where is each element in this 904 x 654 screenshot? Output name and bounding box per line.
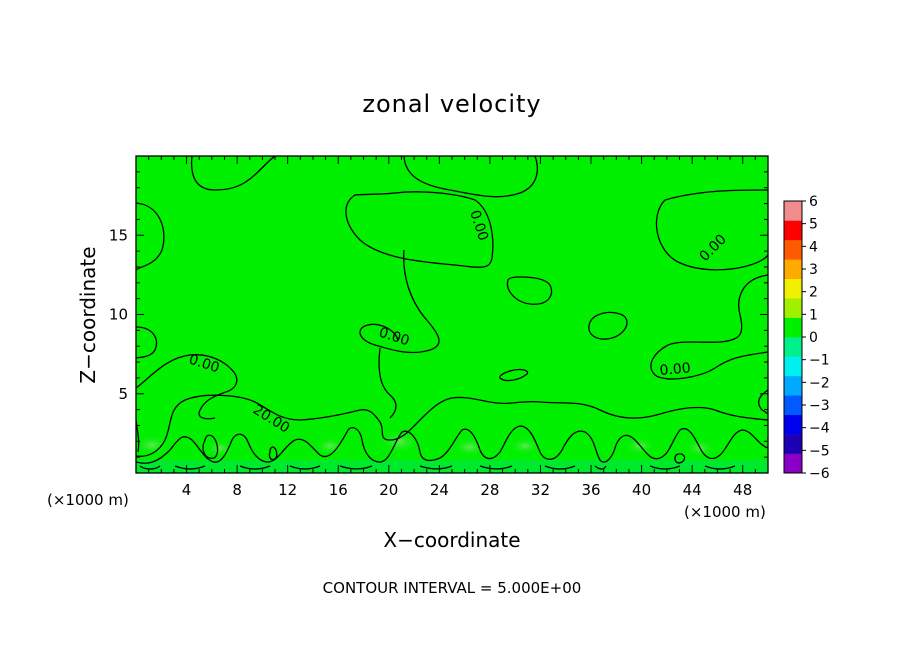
x-tick-label: 16 [329,481,348,499]
colorbar-tick-label: 6 [809,194,818,210]
y-tick-label: 15 [109,226,128,244]
x-tick-label: 24 [430,481,449,499]
colorbar-swatch [784,356,802,377]
colorbar-tick-label: 2 [809,285,818,301]
colorbar-swatch [784,298,802,318]
colorbar-swatch [784,395,802,416]
x-tick-label: 20 [379,481,398,499]
colorbar-tick-label: 3 [809,262,818,278]
colorbar-tick-label: 5 [809,217,818,233]
contour-label: 0.00 [659,360,691,379]
y-axis-label: Z−coordinate [76,246,100,383]
colorbar-swatch [784,278,802,299]
colorbar-tick-label: −1 [809,353,830,369]
colorbar-frame [783,200,803,474]
x-tick-label: 40 [632,481,651,499]
colorbar-tick-label: −4 [809,421,830,437]
x-tick-label: 48 [733,481,752,499]
x-tick-label: 8 [232,481,242,499]
contour-interval-note: CONTOUR INTERVAL = 5.000E+00 [323,579,582,597]
colorbar-swatch [784,259,802,280]
colorbar-tick-label: 4 [809,239,818,255]
colorbar-tick-label: −5 [809,443,830,459]
colorbar-tick-label: 1 [809,307,818,323]
colorbar-tick-label: −3 [809,398,830,414]
colorbar-swatch [784,220,802,241]
x-axis-label: X−coordinate [383,528,520,552]
colorbar-swatch [784,375,802,396]
x-unit-left: (×1000 m) [47,491,129,509]
chart-title: zonal velocity [362,90,541,118]
x-tick-label: 44 [683,481,702,499]
colorbar-tick-label: −6 [809,466,830,482]
x-tick-label: 28 [480,481,499,499]
velocity-field [136,156,768,473]
x-tick-label: 32 [531,481,550,499]
colorbar-swatch [784,317,802,338]
y-tick-label: 10 [109,306,128,324]
colorbar-swatch [784,453,802,474]
x-tick-label: 4 [182,481,192,499]
colorbar-swatch [784,239,802,260]
colorbar-swatch [784,434,802,454]
x-tick-label: 12 [278,481,297,499]
colorbar-tick-label: 0 [809,330,818,346]
colorbar-swatch [784,337,802,357]
x-tick-label: 36 [581,481,600,499]
colorbar-swatch [784,414,802,435]
x-unit-right: (×1000 m) [684,503,766,521]
plot-area: 0.00 0.00 0.00 0.00 0.00 20.00 [135,155,769,474]
colorbar-swatch [784,201,802,221]
contour-lines [136,156,768,470]
colorbar-tick-label: −2 [809,375,830,391]
colorbar: 6 5 4 3 2 1 0 −1 −2 −3 −4 −5 −6 [783,194,830,482]
y-tick-label: 5 [118,385,128,403]
